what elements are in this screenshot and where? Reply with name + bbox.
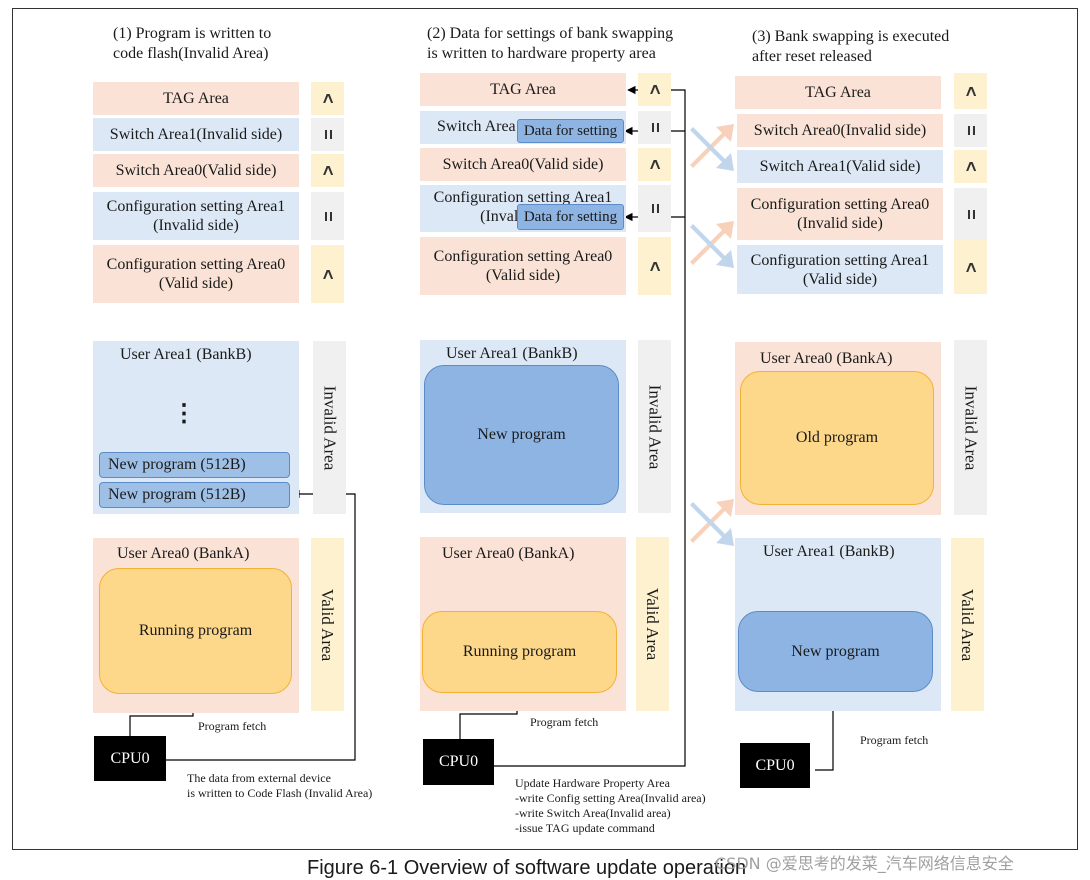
panel2-switch-area1-label: Switch Area1	[437, 118, 524, 135]
panel2-cpu0: CPU0	[423, 739, 494, 785]
panel1-valid-area-label: Valid Area	[311, 538, 344, 711]
figure-frame	[12, 8, 1078, 850]
panel3-config-area1: Configuration setting Area1 (Valid side)	[737, 245, 943, 294]
panel2-user-area0-label: User Area0 (BankA)	[442, 545, 575, 562]
panel3-program-fetch: Program fetch	[860, 733, 929, 747]
panel2-switch-area0: Switch Area0(Valid side)	[420, 148, 626, 181]
panel2-config-area0: Configuration setting Area0 (Valid side)	[420, 237, 626, 295]
panel1-switch0-symbol: <	[311, 154, 344, 187]
panel3-config0-symbol: =	[954, 188, 987, 240]
panel1-header: (1) Program is written to code flash(Inv…	[113, 25, 272, 62]
panel3-config1-symbol: <	[954, 240, 987, 294]
swap-arrows-switch	[690, 124, 734, 171]
panel3-switch1-symbol: <	[954, 150, 987, 183]
panel2-user-area1-label: User Area1 (BankB)	[446, 345, 578, 362]
watermark: CSDN @爱思考的发菜_汽车网络信息安全	[715, 854, 1014, 873]
swap-arrows-bank	[690, 499, 734, 546]
panel1-tag-area: TAG Area	[93, 82, 299, 115]
panel3-config-area0: Configuration setting Area0 (Invalid sid…	[737, 188, 943, 240]
panel3-tag-symbol: <	[954, 73, 987, 109]
panel1-switch1-symbol: =	[311, 118, 344, 151]
panel3-old-program: Old program	[740, 371, 934, 505]
panel2-user-area0: User Area0 (BankA) Running program	[420, 537, 626, 711]
panel2-config-area1: Configuration setting Area1 (Invalid sid…	[420, 185, 626, 232]
panel3-new-program: New program	[738, 611, 933, 692]
panel1-config0-symbol: <	[311, 245, 344, 303]
panel1-user-area1: User Area1 (BankB) ⋮ New program (512B) …	[93, 341, 299, 514]
panel1-new-program-block: New program (512B)	[99, 482, 290, 508]
panel1-config-area1: Configuration setting Area1 (Invalid sid…	[93, 192, 299, 240]
panel2-invalid-area-label: Invalid Area	[638, 340, 671, 513]
panel3-tag-area: TAG Area	[735, 76, 941, 109]
panel2-data-for-setting-switch: Data for setting	[517, 119, 624, 143]
panel1-user-area1-label: User Area1 (BankB)	[120, 346, 252, 363]
panel3-valid-area-label: Valid Area	[951, 538, 984, 711]
panel2-program-fetch: Program fetch	[530, 715, 599, 729]
panel2-new-program: New program	[424, 365, 619, 505]
panel2-header: (2) Data for settings of bank swapping i…	[427, 25, 674, 62]
panel2-user-area1: User Area1 (BankB) New program	[420, 340, 626, 513]
panel1-cpu0: CPU0	[94, 736, 166, 781]
panel1-config1-symbol: =	[311, 192, 344, 240]
panel3-cpu0: CPU0	[740, 743, 810, 788]
panel2-switch-area1: Switch Area1 Data for setting	[420, 111, 626, 144]
panel3-user-area1: User Area1 (BankB) New program	[735, 538, 941, 711]
figure-caption: Figure 6-1 Overview of software update o…	[307, 857, 747, 879]
ellipsis-icon: ⋮	[172, 401, 196, 427]
panel2-tag-area: TAG Area	[420, 73, 626, 106]
panel2-running-program: Running program	[422, 611, 617, 693]
panel2-note: Update Hardware Property Area -write Con…	[515, 776, 706, 835]
panel1-tag-symbol: <	[311, 82, 344, 115]
panel3-switch-area1: Switch Area1(Valid side)	[737, 150, 943, 183]
panel3-user-area1-label: User Area1 (BankB)	[763, 543, 895, 560]
panel1-note: The data from external device is written…	[187, 771, 373, 800]
panel1-running-program: Running program	[99, 568, 292, 694]
panel2-config0-symbol: <	[638, 237, 671, 295]
panel3-switch0-symbol: =	[954, 114, 987, 147]
panel2-switch0-symbol: <	[638, 148, 671, 181]
panel2-tag-symbol: <	[638, 73, 671, 106]
fetch-line-3	[815, 696, 838, 771]
panel2-valid-area-label: Valid Area	[636, 537, 669, 711]
panel1-user-area0: User Area0 (BankA) Running program	[93, 538, 299, 713]
panel1-config-area0: Configuration setting Area0 (Valid side)	[93, 245, 299, 303]
panel3-header: (3) Bank swapping is executed after rese…	[752, 28, 950, 65]
panel3-switch-area0: Switch Area0(Invalid side)	[737, 114, 943, 147]
panel1-user-area0-label: User Area0 (BankA)	[117, 545, 250, 562]
swap-arrows-config	[690, 221, 734, 268]
panel3-user-area0: User Area0 (BankA) Old program	[735, 342, 941, 515]
panel1-program-fetch: Program fetch	[198, 719, 267, 733]
panel2-data-for-setting-config: Data for setting	[517, 204, 624, 230]
panel3-invalid-area-label: Invalid Area	[954, 340, 987, 515]
panel1-switch-area1: Switch Area1(Invalid side)	[93, 118, 299, 151]
panel3-user-area0-label: User Area0 (BankA)	[760, 350, 893, 367]
panel2-switch1-symbol: =	[638, 111, 671, 144]
panel1-new-program-block: New program (512B)	[99, 452, 290, 478]
panel2-config1-symbol: =	[638, 185, 671, 232]
panel1-invalid-area-label: Invalid Area	[313, 341, 346, 514]
panel1-switch-area0: Switch Area0(Valid side)	[93, 154, 299, 187]
